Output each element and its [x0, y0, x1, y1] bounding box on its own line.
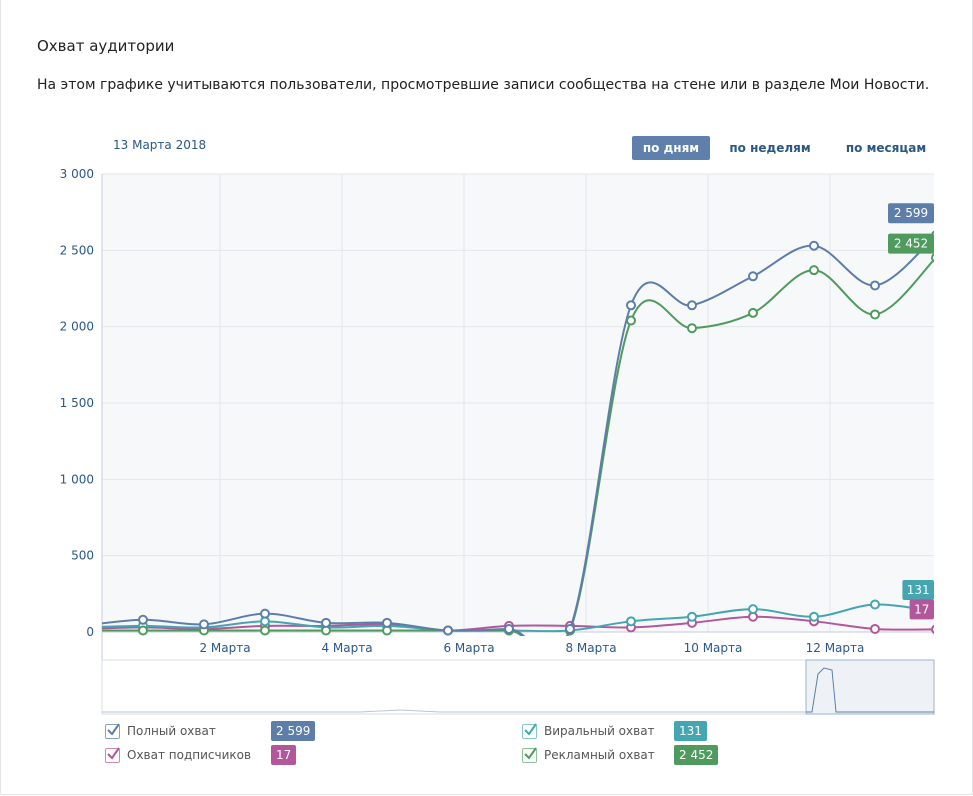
legend-label: Виральный охват: [544, 724, 655, 738]
reach-line-chart[interactable]: 0 500 1 000 1 500 2 000 2 500 3 000 2 Марта 4 Ма…: [0, 160, 973, 720]
y-tick-label: 1 500: [60, 396, 94, 410]
x-tick-label: 12 Марта: [806, 641, 865, 655]
data-point: [260, 625, 270, 636]
data-point: [809, 611, 819, 622]
navigator-area: [101, 659, 935, 715]
end-value-label: 17: [914, 602, 929, 616]
navigator-line: [102, 709, 806, 713]
y-tick-label: 3 000: [60, 167, 94, 181]
chart-description: На этом графике учитываются пользователи…: [37, 77, 930, 93]
end-value-badge: [888, 203, 934, 224]
end-value-label: 2 599: [894, 206, 928, 220]
page-title: Охват аудитории: [37, 37, 175, 55]
data-point: [931, 253, 934, 263]
data-point: [870, 280, 880, 291]
x-tick-label: 2 Марта: [199, 641, 250, 655]
data-point: [260, 608, 270, 619]
series-line: [102, 235, 934, 636]
data-point: [626, 616, 636, 627]
period-months-button[interactable]: по месяцам: [845, 141, 927, 155]
data-point: [870, 309, 880, 320]
end-value-label: 2 452: [894, 237, 928, 251]
data-point: [809, 265, 819, 276]
x-tick-label: 4 Марта: [321, 641, 372, 655]
data-point: [748, 271, 758, 282]
legend-value-badge: 131: [674, 721, 707, 741]
end-value-badge: [909, 599, 934, 620]
checkbox-checked-icon[interactable]: [105, 722, 120, 739]
data-point: [504, 623, 514, 634]
series-line: [102, 258, 934, 636]
data-point: [870, 623, 880, 634]
data-point: [687, 611, 697, 622]
data-point: [565, 623, 575, 634]
data-point: [382, 617, 392, 628]
data-point: [138, 625, 148, 636]
data-point: [443, 625, 453, 636]
navigator-line: [806, 667, 934, 713]
data-point: [870, 599, 880, 610]
y-tick-label: 500: [71, 549, 94, 563]
hover-date-label: 13 Марта 2018: [113, 138, 207, 152]
period-weeks-button[interactable]: по неделям: [729, 141, 811, 155]
period-days-button[interactable]: по дням: [632, 136, 710, 160]
x-tick-label: 10 Марта: [684, 641, 743, 655]
legend-label: Полный охват: [127, 724, 216, 738]
x-tick-label: 8 Марта: [565, 641, 616, 655]
data-point: [809, 240, 819, 251]
legend-value-badge: 17: [271, 745, 297, 765]
data-point: [199, 619, 209, 630]
data-point: [748, 307, 758, 318]
data-point: [687, 323, 697, 334]
legend-subscriber-reach[interactable]: Охват подписчиков: [105, 746, 251, 764]
data-point: [138, 614, 148, 625]
checkbox-checked-icon[interactable]: [522, 722, 537, 739]
data-point: [931, 624, 934, 634]
end-value-label: 131: [907, 583, 930, 597]
data-point: [687, 300, 697, 311]
y-tick-label: 2 500: [60, 243, 94, 257]
x-tick-label: 6 Марта: [443, 641, 494, 655]
end-value-badge: [902, 580, 934, 601]
legend-value-badge: 2 599: [271, 721, 316, 741]
legend-value-badge: 2 452: [674, 745, 719, 765]
data-point: [626, 300, 636, 311]
end-value-badge: [888, 233, 934, 254]
data-point: [321, 617, 331, 628]
legend-total-reach[interactable]: Полный охват: [105, 722, 216, 740]
legend-label: Охват подписчиков: [127, 748, 252, 762]
y-tick-label: 1 000: [60, 472, 94, 486]
checkbox-checked-icon[interactable]: [105, 746, 120, 763]
legend-viral-reach[interactable]: Виральный охват: [522, 722, 655, 740]
data-point: [748, 604, 758, 615]
legend-label: Рекламный охват: [544, 748, 655, 762]
data-point: [626, 315, 636, 326]
y-tick-label: 0: [86, 625, 94, 639]
checkbox-checked-icon[interactable]: [522, 746, 537, 763]
legend-ad-reach[interactable]: Рекламный охват: [522, 746, 655, 764]
y-tick-label: 2 000: [60, 320, 94, 334]
